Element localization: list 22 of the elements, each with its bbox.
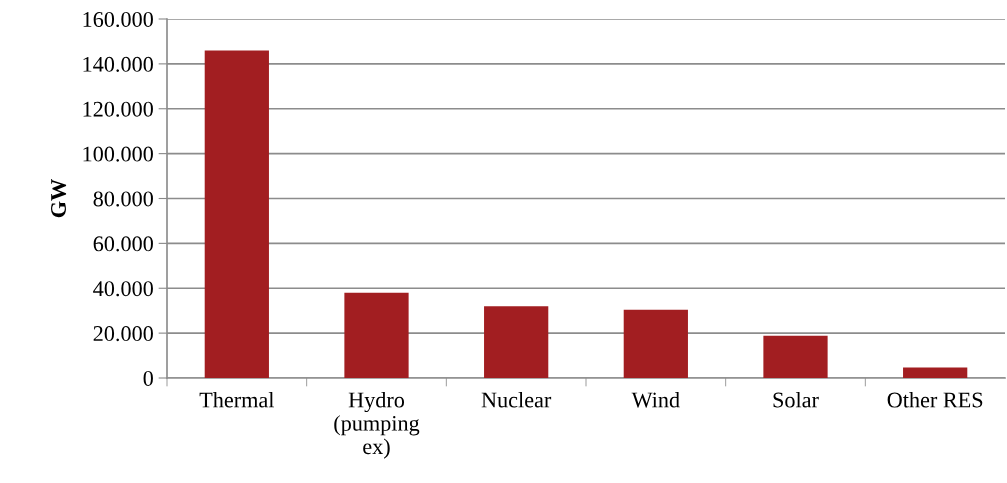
x-tick-label: Nuclear bbox=[481, 391, 552, 408]
y-tick-label: 40.000 bbox=[93, 281, 153, 297]
x-tick-label: Solar bbox=[773, 391, 819, 408]
y-tick-label: 0 bbox=[143, 370, 153, 386]
x-tick-label: Hydro (pumping ex) bbox=[334, 391, 420, 459]
x-tick-label: Wind bbox=[631, 391, 680, 408]
bar bbox=[204, 50, 269, 378]
bar bbox=[763, 335, 828, 378]
y-tick-label: 160.000 bbox=[83, 11, 153, 28]
y-tick-label: 80.000 bbox=[93, 191, 153, 207]
y-tick-label: 20.000 bbox=[93, 326, 153, 342]
x-tick-label: Other RES bbox=[887, 391, 983, 408]
y-tick-label: 120.000 bbox=[83, 101, 153, 117]
y-axis-title: GW bbox=[51, 179, 67, 218]
bar bbox=[623, 309, 688, 378]
y-tick-label: 140.000 bbox=[83, 56, 153, 72]
y-tick-label: 100.000 bbox=[83, 146, 153, 162]
bar bbox=[484, 306, 549, 378]
bar bbox=[903, 367, 968, 378]
x-tick-label: Thermal bbox=[199, 391, 275, 408]
y-tick-label: 60.000 bbox=[93, 236, 153, 252]
bar bbox=[344, 292, 409, 378]
